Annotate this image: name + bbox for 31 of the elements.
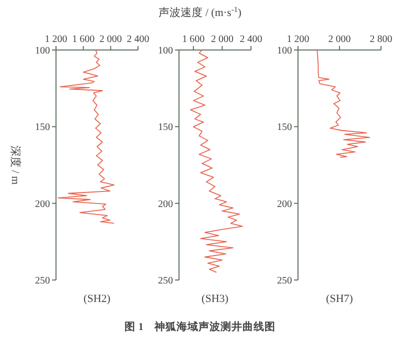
y-tick-label: 150 bbox=[158, 122, 173, 134]
x-tick-label: 1 600 bbox=[182, 34, 205, 45]
chart-title: 声波速度 / (m·s$^{-1}$) bbox=[158, 4, 242, 19]
y-tick-label: 150 bbox=[35, 122, 50, 134]
y-tick-label: 100 bbox=[277, 46, 292, 56]
caption: 图 1 神狐海域声波测井曲线图 bbox=[124, 320, 276, 333]
y-tick-label: 200 bbox=[35, 198, 50, 210]
y-tick-label: 100 bbox=[35, 46, 50, 56]
x-tick-label: 1 200 bbox=[44, 34, 68, 45]
line-series bbox=[190, 50, 243, 273]
y-tick-label: 200 bbox=[158, 198, 173, 210]
x-tick-label: 2 000 bbox=[328, 34, 351, 45]
x-tick-label: 2 800 bbox=[370, 34, 392, 45]
x-axis-title: (SH3) bbox=[202, 293, 229, 305]
y-tick-label: 250 bbox=[35, 276, 50, 286]
y-tick-label: 200 bbox=[277, 198, 292, 210]
x-tick-label: 1 200 bbox=[286, 34, 310, 45]
x-tick-label: 2 400 bbox=[240, 34, 262, 45]
y-axis-title: 深度 / m bbox=[9, 145, 22, 185]
line-series bbox=[58, 50, 115, 224]
x-tick-label: 2 000 bbox=[99, 34, 122, 45]
y-tick-label: 250 bbox=[277, 276, 292, 286]
x-tick-label: 1 600 bbox=[72, 34, 95, 45]
x-axis-title: (SH7) bbox=[326, 293, 354, 305]
x-axis-title: (SH2) bbox=[84, 293, 111, 305]
x-tick-label: 2 400 bbox=[126, 34, 150, 45]
y-tick-label: 150 bbox=[277, 122, 292, 134]
line-series bbox=[316, 50, 370, 158]
x-tick-label: 2 000 bbox=[210, 34, 234, 45]
y-tick-label: 100 bbox=[158, 46, 173, 56]
y-tick-label: 250 bbox=[158, 276, 173, 286]
